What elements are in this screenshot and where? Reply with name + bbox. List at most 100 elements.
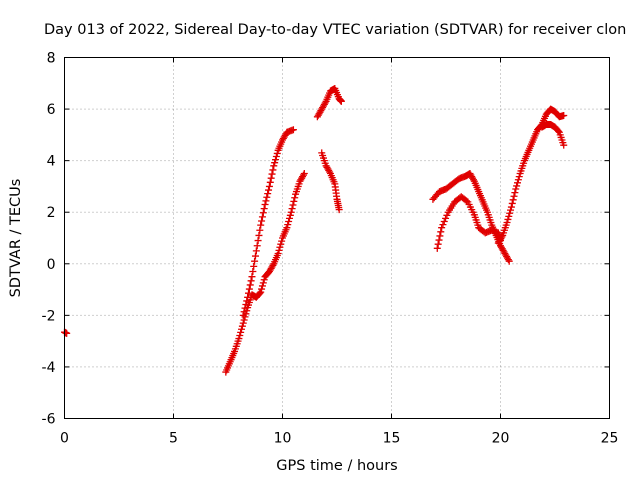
data-point [240, 308, 248, 316]
data-point [258, 285, 266, 293]
data-point [443, 211, 451, 219]
y-tick-labels: -6 -4 -2 0 2 4 6 8 [42, 51, 56, 428]
data-point [251, 252, 259, 260]
data-point [289, 126, 297, 134]
data-point [244, 289, 252, 297]
x-tick-label: 0 [60, 431, 69, 447]
data-point [245, 285, 253, 293]
data-point [326, 168, 334, 176]
data-point [265, 186, 273, 194]
data-point [504, 256, 512, 264]
data-point [266, 178, 274, 186]
data-point [259, 209, 267, 217]
data-point [433, 244, 441, 252]
data-point [263, 193, 271, 201]
data-point [440, 217, 448, 225]
data-point [514, 176, 522, 184]
data-point [284, 221, 292, 229]
data-point [236, 331, 244, 339]
data-point [235, 335, 243, 343]
data-point [277, 240, 285, 248]
y-tick-label: -2 [42, 308, 56, 324]
data-point [253, 242, 261, 250]
data-point [239, 311, 247, 319]
data-point [264, 190, 272, 198]
data-point [251, 257, 259, 265]
x-tick-label: 20 [492, 431, 510, 447]
data-point [272, 153, 280, 161]
data-point [258, 213, 266, 221]
data-point [510, 192, 518, 200]
data-point [435, 236, 443, 244]
data-point [290, 197, 298, 205]
data-point [269, 166, 277, 174]
y-tick-label: 4 [47, 154, 56, 170]
data-point [243, 297, 251, 305]
y-axis-label: SDTVAR / TECUs [8, 179, 24, 298]
x-axis-label: GPS time / hours [276, 458, 397, 474]
data-point [274, 249, 282, 257]
data-point [560, 112, 568, 120]
data-point [285, 217, 293, 225]
data-point [278, 237, 286, 245]
data-point [269, 261, 277, 269]
data-point [248, 273, 256, 281]
data-point [513, 182, 521, 190]
y-tick-label: 2 [47, 205, 56, 221]
data-point [256, 226, 264, 234]
data-point [511, 189, 519, 197]
data-point [239, 319, 247, 327]
data-point [272, 156, 280, 164]
data-point [337, 97, 345, 105]
data-point [287, 208, 295, 216]
data-point [238, 322, 246, 330]
data-point [247, 277, 255, 285]
data-point [321, 99, 329, 107]
data-point [462, 197, 470, 205]
data-point [299, 171, 307, 179]
data-point [268, 170, 276, 178]
axis-ticks [64, 57, 610, 419]
plot-frame [64, 57, 610, 419]
data-point [288, 205, 296, 213]
data-point [267, 174, 275, 182]
data-point [442, 214, 450, 222]
data-point [437, 228, 445, 236]
y-tick-label: 8 [47, 51, 56, 67]
data-point [560, 141, 568, 149]
data-point [238, 325, 246, 333]
data-point [283, 224, 291, 232]
data-point [506, 209, 514, 217]
data-point [254, 237, 262, 245]
data-point [508, 199, 516, 207]
data-point [335, 206, 343, 214]
y-tick-label: 6 [47, 102, 56, 118]
data-point [509, 196, 517, 204]
data-point [241, 304, 249, 312]
data-point [250, 262, 258, 270]
data-point [286, 211, 294, 219]
data-point [271, 159, 279, 167]
data-point [262, 197, 270, 205]
data-point [504, 215, 512, 223]
data-point [265, 182, 273, 190]
data-point [503, 219, 511, 227]
x-tick-label: 10 [274, 431, 292, 447]
x-tick-label: 15 [383, 431, 401, 447]
data-point [257, 288, 265, 296]
grid-lines [64, 57, 610, 419]
y-tick-label: 0 [47, 257, 56, 273]
data-point [505, 212, 513, 220]
data-point [258, 282, 266, 290]
x-tick-label: 25 [601, 431, 619, 447]
data-point [439, 221, 447, 229]
data-point [275, 246, 283, 254]
data-point [498, 233, 506, 241]
data-point [246, 281, 254, 289]
data-point [507, 206, 515, 214]
data-point [256, 289, 264, 297]
data-point [515, 173, 523, 181]
chart-title: Day 013 of 2022, Sidereal Day-to-day VTE… [44, 22, 626, 38]
data-point [237, 328, 245, 336]
